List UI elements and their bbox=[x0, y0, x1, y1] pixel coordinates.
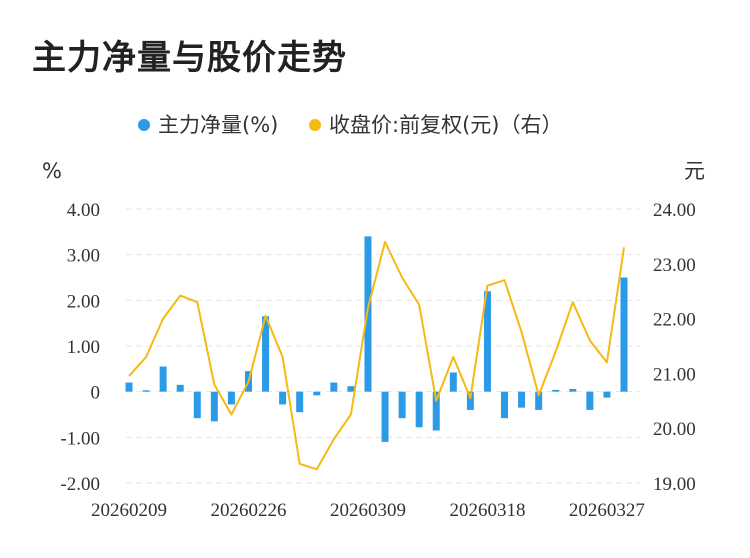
legend-label-net-volume[interactable]: 主力净量(%) bbox=[158, 113, 278, 137]
net-volume-bar[interactable] bbox=[381, 391, 389, 442]
left-axis-ticks: 4.00 3.00 2.00 1.00 0 -1.00 -2.00 bbox=[60, 200, 100, 495]
legend-marker-close-price bbox=[309, 119, 321, 131]
left-tick-label: -1.00 bbox=[60, 428, 100, 449]
net-volume-bar[interactable] bbox=[262, 316, 270, 392]
net-volume-bar[interactable] bbox=[415, 391, 423, 428]
net-volume-bar[interactable] bbox=[142, 390, 150, 392]
close-price-polyline[interactable] bbox=[128, 240, 625, 471]
left-tick-label: 0 bbox=[91, 383, 101, 404]
net-volume-bar[interactable] bbox=[535, 391, 543, 410]
net-volume-bar[interactable] bbox=[330, 382, 338, 392]
net-volume-bar[interactable] bbox=[432, 391, 440, 431]
left-tick-label: 2.00 bbox=[67, 291, 100, 312]
left-tick-label: -2.00 bbox=[60, 474, 100, 495]
net-volume-bars bbox=[125, 236, 628, 442]
net-volume-bar[interactable] bbox=[210, 391, 218, 422]
net-volume-bar[interactable] bbox=[449, 372, 457, 392]
chart-legend: 主力净量(%) 收盘价:前复权(元)（右） bbox=[138, 113, 562, 137]
net-volume-bar[interactable] bbox=[398, 391, 406, 419]
x-tick-label: 20260309 bbox=[330, 500, 406, 521]
right-tick-label: 23.00 bbox=[653, 255, 696, 276]
left-tick-label: 4.00 bbox=[67, 200, 100, 221]
close-price-line bbox=[128, 240, 625, 471]
net-volume-bar[interactable] bbox=[620, 277, 628, 392]
x-tick-label: 20260209 bbox=[91, 500, 167, 521]
net-volume-bar[interactable] bbox=[159, 366, 167, 392]
right-tick-label: 22.00 bbox=[653, 310, 696, 331]
left-tick-label: 3.00 bbox=[67, 246, 100, 267]
net-volume-bar[interactable] bbox=[296, 391, 304, 413]
net-volume-bar[interactable] bbox=[483, 291, 491, 392]
net-volume-bar[interactable] bbox=[313, 391, 321, 396]
left-tick-label: 1.00 bbox=[67, 337, 100, 358]
net-volume-bar[interactable] bbox=[193, 391, 201, 419]
net-volume-bar[interactable] bbox=[279, 391, 287, 405]
right-tick-label: 24.00 bbox=[653, 200, 696, 221]
net-volume-bar[interactable] bbox=[603, 391, 611, 398]
x-axis-ticks: 20260209 20260226 20260309 20260318 20260327 bbox=[91, 500, 645, 521]
x-tick-label: 20260327 bbox=[569, 500, 645, 521]
x-tick-label: 20260318 bbox=[449, 500, 525, 521]
net-volume-bar[interactable] bbox=[466, 391, 474, 410]
legend-marker-net-volume bbox=[138, 119, 150, 131]
net-volume-bar[interactable] bbox=[552, 389, 560, 392]
net-volume-bar[interactable] bbox=[347, 386, 355, 392]
right-axis-unit: 元 bbox=[684, 159, 705, 183]
right-tick-label: 19.00 bbox=[653, 474, 696, 495]
right-axis-ticks: 24.00 23.00 22.00 21.00 20.00 19.00 bbox=[653, 200, 696, 495]
net-volume-bar[interactable] bbox=[176, 384, 184, 392]
page-title: 主力净量与股价走势 bbox=[32, 38, 347, 78]
left-axis-unit: % bbox=[42, 159, 62, 183]
legend-label-close-price[interactable]: 收盘价:前复权(元)（右） bbox=[329, 113, 562, 137]
net-volume-bar[interactable] bbox=[518, 391, 526, 408]
net-volume-bar[interactable] bbox=[227, 391, 235, 405]
net-volume-bar[interactable] bbox=[586, 391, 594, 410]
net-volume-bar[interactable] bbox=[501, 391, 509, 419]
right-tick-label: 21.00 bbox=[653, 364, 696, 385]
net-volume-bar[interactable] bbox=[125, 382, 133, 392]
x-tick-label: 20260226 bbox=[210, 500, 286, 521]
net-volume-bar[interactable] bbox=[569, 388, 577, 392]
right-tick-label: 20.00 bbox=[653, 419, 696, 440]
